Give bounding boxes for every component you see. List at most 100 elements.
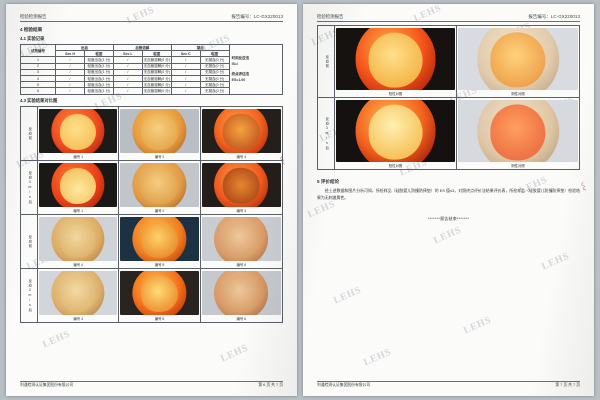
photo-caption: 编号 4 (73, 317, 83, 322)
cell-deg-c: 无凝血(0 分) (199, 68, 230, 77)
cell-deg-l: 无血管溶解(0 分) (141, 68, 172, 77)
photo-caption: 阳性对照 (388, 92, 403, 97)
grid-cell: 阴性对照 (457, 98, 579, 169)
positive-control-photo (336, 100, 455, 163)
footer-page-number: 第 6 页 共 7 页 (258, 383, 283, 387)
document-page-6: LEHS LEHS LEHS LEHS LEHS LEHS LEHS LEHS … (6, 4, 297, 396)
header-title: 检验检测报告 (20, 14, 47, 19)
grid-cell: 编号 1 (38, 106, 120, 161)
cell-no: 6 (19, 87, 57, 95)
photo-caption: 阴性对照 (511, 92, 525, 97)
side-note-line-3: 终点评估法 (231, 71, 250, 76)
specimen-photo (120, 217, 199, 261)
positive-control-photo (336, 28, 455, 90)
side-note-cell: 时间反应法 IS=/ 终点评估法 ES=1.00 (228, 44, 284, 95)
cell-no: 5 (19, 81, 57, 89)
cell-no: 4 (19, 74, 57, 83)
table-row: 3/轻度出血(1 分) / 无血管溶解(0 分) / 无凝血(0 分) (19, 68, 283, 77)
section-4-3-title: 4.3 实验结果对比图 (20, 97, 58, 103)
grid-cell: 编号 1 (38, 160, 120, 215)
cell-deg-h: 轻度出血(1 分) (83, 87, 114, 95)
specimen-photo (39, 162, 118, 207)
document-page-7: LEHS LEHS LEHS LEHS LEHS LEHS LEHS LEHS … (303, 4, 594, 396)
experiment-record-table: 试剂编号 出血 血管溶解 凝血 时间反应法 IS=/ 终点评估法 ES=1.00 (19, 43, 284, 95)
cell-sec-h: / (55, 87, 85, 95)
footer-company: 利通检测认证集团股份有限公司 (317, 383, 371, 387)
section-4-title: 4 检验结果 (20, 27, 43, 32)
page-footer: 利通检测认证集团股份有限公司 第 7 页 共 7 页 (317, 380, 580, 388)
side-note-line-4: ES=1.00 (231, 78, 246, 83)
table-row: 6/轻度出血(1 分) / 无血管溶解(0 分) / 无凝血(0 分) (19, 87, 283, 95)
side-note-line-2: IS=/ (231, 62, 238, 67)
specimen-photo (120, 271, 199, 316)
section-4-1-title: 4.1 实验记录 (20, 36, 45, 41)
report-number: 报告编号：LC-GX220013 (528, 14, 580, 19)
grid-cell: 阳性对照 (335, 26, 457, 99)
page-footer: 利通检测认证集团股份有限公司 第 6 页 共 7 页 (20, 380, 283, 388)
footer-page-number: 第 7 页 共 7 页 (555, 383, 580, 387)
photo-caption: 编号 5 (154, 263, 165, 268)
page-header: 检验检测报告 报告编号：LC-GX220013 (20, 14, 283, 22)
grid-row-label-0: 反应前 (318, 26, 335, 99)
side-note-line-1: 时间反应法 (231, 55, 250, 60)
specimen-photo (120, 108, 199, 153)
cell-deg-c: 无凝血(0 分) (199, 74, 230, 83)
section-5-title: 5 评价结论 (317, 179, 340, 185)
cell-deg-l: 无血管溶解(0 分) (141, 74, 172, 83)
photo-caption: 编号 4 (73, 263, 83, 268)
specimen-photo (201, 217, 281, 261)
table-row: 2/轻度出血(1 分) / 无血管溶解(0 分) / 无凝血(0 分) (19, 62, 283, 70)
cell-deg-l: 无血管溶解(0 分) (141, 87, 172, 95)
cell-no: 3 (19, 68, 57, 77)
grid-cell: 编号 2 (119, 106, 201, 161)
photo-caption: 编号 2 (154, 209, 165, 213)
cell-deg-l: 无血管溶解(0 分) (141, 62, 172, 70)
grid-cell: 编号 2 (119, 160, 201, 215)
grid-row-label-1: 反应3min后 (318, 98, 335, 170)
photo-caption: 编号 5 (154, 317, 165, 322)
specimen-photo (39, 217, 118, 261)
photo-caption: 编号 1 (73, 209, 83, 213)
page-header: 检验检测报告 报告编号：LC-GX220013 (317, 14, 580, 22)
cell-deg-c: 无凝血(0 分) (199, 87, 230, 95)
grid-cell: 编号 3 (200, 107, 282, 161)
specimen-photo (201, 108, 281, 153)
grid-row-label-1: 反应3min后 (21, 160, 38, 215)
table-row: 4/轻度出血(1 分) / 无血管溶解(0 分) / 无凝血(0 分) (19, 74, 283, 83)
result-comparison-image-grid: 反应前 编号 1 编号 2 (20, 105, 283, 324)
specimen-photo (201, 271, 281, 316)
negative-control-photo (458, 100, 578, 163)
grid-cell: 编号 4 (38, 215, 120, 270)
grid-cell: 阳性对照 (335, 98, 457, 170)
cell-sec-c: / (170, 87, 201, 95)
grid-cell: 编号 4 (38, 269, 120, 323)
grid-cell: 编号 6 (201, 269, 282, 322)
report-end-mark: *******报告结束******* (427, 216, 470, 222)
negative-control-photo (458, 28, 578, 90)
photo-caption: 阴性对照 (511, 164, 525, 169)
specimen-photo (39, 108, 118, 153)
grid-cell: 阴性对照 (457, 26, 579, 99)
specimen-photo (120, 162, 199, 207)
cell-no: 2 (19, 62, 57, 70)
grid-row-label-3: 反应3min后 (21, 269, 38, 323)
control-comparison-image-grid: 反应前 阳性对照 阴性对照 反应3min后 (317, 25, 580, 171)
cell-sec-l: / (112, 81, 143, 89)
photo-caption: 编号 3 (236, 209, 247, 213)
cell-deg-c: 无凝血(0 分) (199, 81, 230, 89)
photo-caption: 编号 3 (236, 154, 247, 159)
specimen-photo (201, 162, 281, 207)
grid-cell: 编号 5 (119, 215, 201, 270)
photo-caption: 编号 6 (236, 317, 247, 322)
cell-sec-l: / (112, 62, 143, 70)
cell-sec-l: / (112, 68, 143, 77)
header-title: 检验检测报告 (317, 14, 344, 19)
photo-caption: 编号 2 (154, 154, 165, 159)
grid-cell: 编号 3 (200, 161, 282, 215)
grid-row-label-2: 反应前 (21, 215, 38, 270)
cell-sec-l: / (112, 74, 143, 83)
report-number: 报告编号：LC-GX220013 (231, 14, 283, 19)
cell-sec-l: / (112, 87, 143, 95)
cell-deg-c: 无凝血(0 分) (199, 62, 230, 70)
